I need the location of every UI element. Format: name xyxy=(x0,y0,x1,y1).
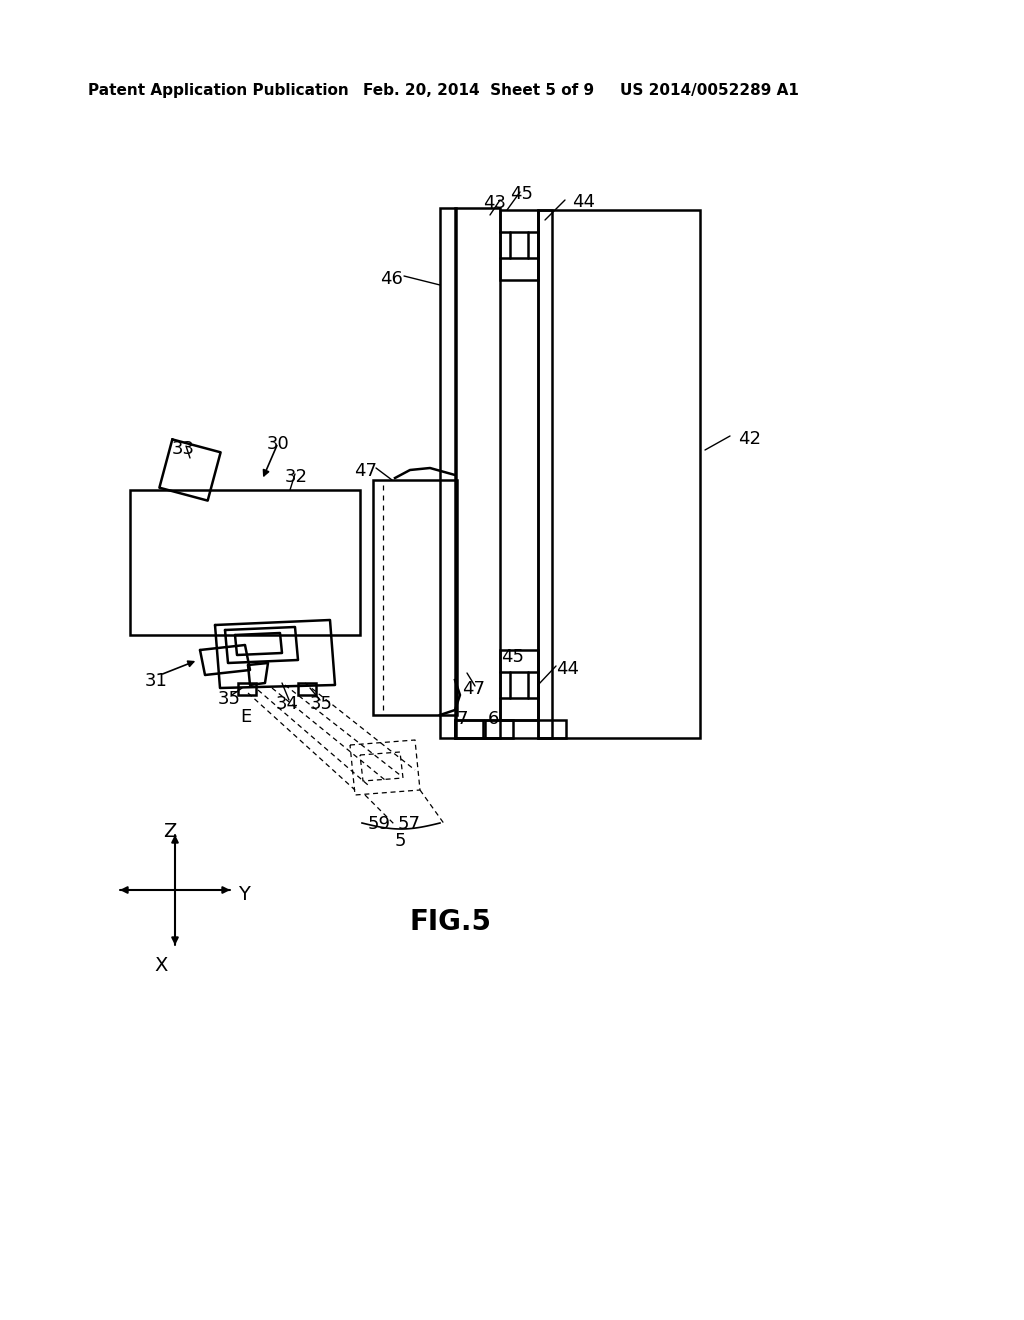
Text: E: E xyxy=(240,708,251,726)
Text: 32: 32 xyxy=(285,469,308,486)
Text: 42: 42 xyxy=(738,430,761,447)
Text: 34: 34 xyxy=(276,696,299,713)
Text: 46: 46 xyxy=(380,271,402,288)
Bar xyxy=(440,209,456,738)
Bar xyxy=(298,682,316,696)
Bar xyxy=(538,210,700,738)
Text: Z: Z xyxy=(163,822,177,841)
Text: FIG.5: FIG.5 xyxy=(409,908,490,936)
Text: 44: 44 xyxy=(556,660,579,678)
Text: 33: 33 xyxy=(172,440,195,458)
Bar xyxy=(373,480,457,715)
Text: Y: Y xyxy=(238,886,250,904)
Text: 31: 31 xyxy=(145,672,168,690)
Bar xyxy=(485,719,513,738)
Text: Feb. 20, 2014  Sheet 5 of 9: Feb. 20, 2014 Sheet 5 of 9 xyxy=(362,83,594,98)
Text: 47: 47 xyxy=(354,462,377,480)
Text: 30: 30 xyxy=(267,436,290,453)
Bar xyxy=(455,719,566,738)
Text: 7: 7 xyxy=(456,710,468,729)
Bar xyxy=(500,210,538,280)
Bar xyxy=(130,490,360,635)
Text: 6: 6 xyxy=(488,710,500,729)
Bar xyxy=(538,210,552,738)
Text: 44: 44 xyxy=(572,193,595,211)
Text: 43: 43 xyxy=(483,194,506,213)
Text: 45: 45 xyxy=(510,185,534,203)
Text: 57: 57 xyxy=(398,814,421,833)
Text: US 2014/0052289 A1: US 2014/0052289 A1 xyxy=(620,83,799,98)
Bar xyxy=(500,649,538,719)
Text: 45: 45 xyxy=(501,648,524,667)
Text: 35: 35 xyxy=(218,690,241,708)
Bar xyxy=(455,209,500,738)
Text: Patent Application Publication: Patent Application Publication xyxy=(88,83,349,98)
Text: X: X xyxy=(155,956,168,975)
Text: 47: 47 xyxy=(462,680,485,698)
Bar xyxy=(455,719,483,738)
Bar xyxy=(238,682,256,696)
Text: 35: 35 xyxy=(310,696,333,713)
Text: 59: 59 xyxy=(368,814,391,833)
Text: 5: 5 xyxy=(394,832,406,850)
